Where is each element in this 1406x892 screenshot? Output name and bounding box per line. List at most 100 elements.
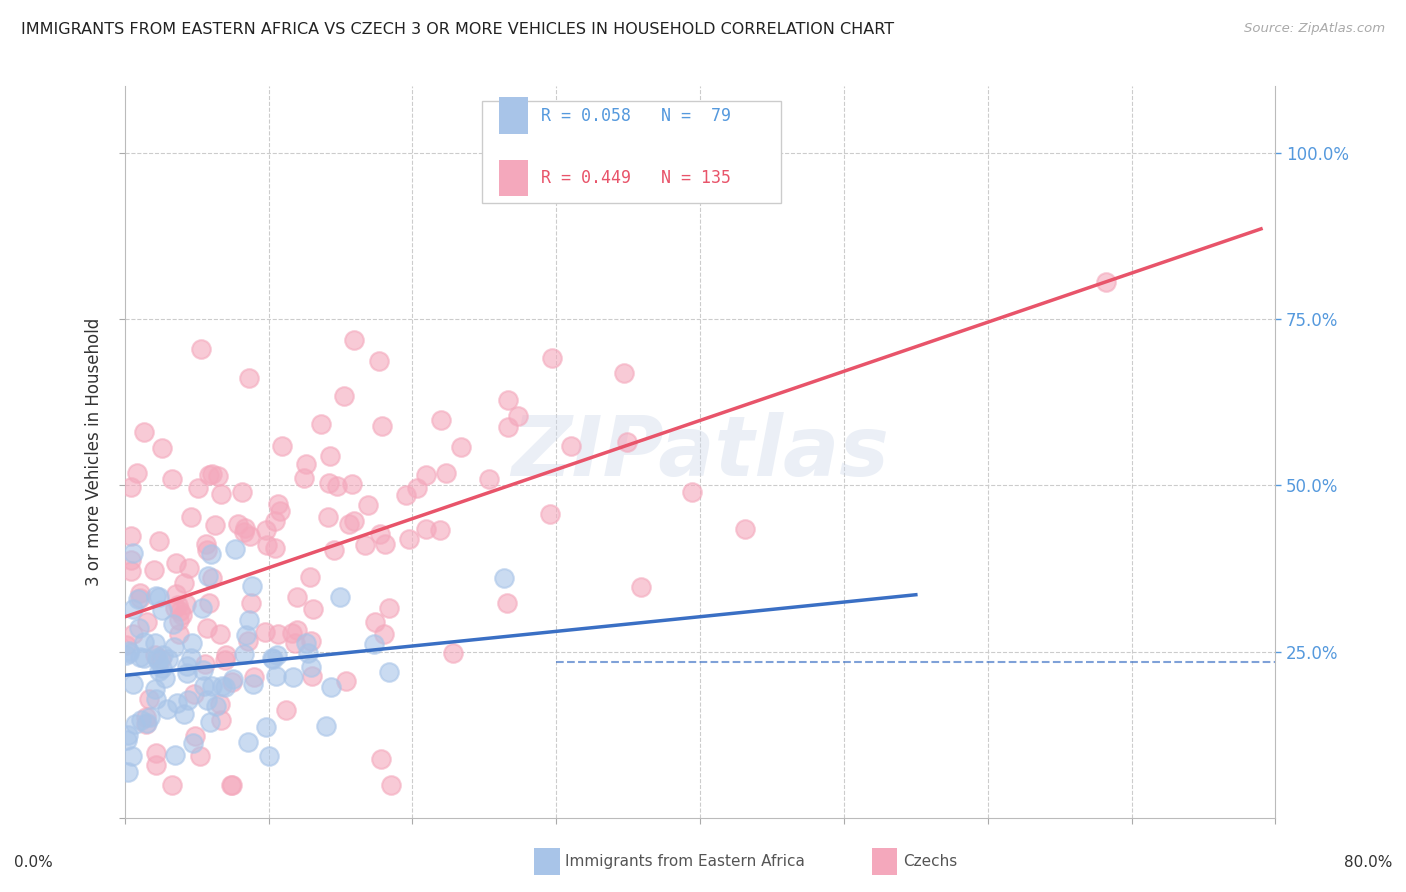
Point [181,736,204,750]
Point [292,471,315,485]
Point [342,334,364,348]
Point [211,679,233,693]
Point [681,484,703,499]
Point [148,534,170,549]
Point [478,472,501,486]
Point [354,538,377,552]
Point [318,476,340,491]
Point [266,497,288,511]
Point [129,586,152,600]
Point [198,715,221,730]
Point [146,653,169,667]
Point [135,716,157,731]
Point [264,541,287,555]
Point [120,479,142,493]
Point [371,419,394,434]
Point [165,748,187,763]
Point [231,485,253,500]
Point [115,733,138,747]
Point [195,542,218,557]
Text: R = 0.449   N = 135: R = 0.449 N = 135 [541,169,731,186]
Point [321,680,343,694]
Point [240,579,263,593]
Point [429,523,451,537]
Point [208,697,231,711]
Point [398,532,420,546]
Point [195,620,218,634]
Point [259,748,281,763]
Point [177,561,200,575]
Point [183,687,205,701]
Point [323,543,346,558]
Point [172,608,194,623]
Point [132,634,155,648]
Point [200,547,222,561]
Point [302,602,325,616]
Point [145,692,167,706]
Point [378,665,401,680]
Point [266,648,288,662]
Point [143,563,166,577]
Point [233,521,256,535]
Point [368,526,391,541]
Point [177,693,200,707]
Point [135,710,157,724]
Point [134,425,156,439]
Point [207,469,229,483]
Point [284,635,307,649]
Point [285,590,308,604]
Text: 0.0%: 0.0% [14,855,53,870]
Point [145,758,167,772]
Point [165,601,187,615]
Point [120,552,142,566]
Point [173,575,195,590]
Point [145,746,167,760]
Point [370,752,392,766]
Point [136,615,159,630]
Point [166,599,188,613]
Point [450,440,472,454]
Point [226,516,249,531]
Point [405,481,427,495]
Point [316,509,339,524]
Point [264,668,287,682]
Point [243,670,266,684]
Point [121,545,143,559]
Point [148,664,170,678]
Point [194,657,217,671]
Point [160,778,183,792]
Point [357,498,380,512]
Point [169,604,191,618]
Point [193,679,215,693]
Point [117,646,139,660]
Point [616,434,638,449]
Point [222,673,245,687]
Point [262,651,284,665]
Point [219,778,242,792]
Point [295,636,318,650]
Point [301,669,323,683]
Point [264,514,287,528]
Point [135,717,157,731]
Point [194,537,217,551]
Point [115,638,138,652]
Point [295,457,318,471]
Point [734,522,756,536]
Point [118,644,141,658]
Point [125,466,148,480]
Point [373,626,395,640]
Point [197,569,219,583]
Point [233,647,256,661]
Point [281,670,304,684]
Point [297,646,319,660]
Point [167,626,190,640]
Point [204,699,226,714]
Text: Immigrants from Eastern Africa: Immigrants from Eastern Africa [565,855,806,869]
Point [150,661,173,675]
Point [309,417,332,431]
Point [395,488,418,502]
Point [122,602,145,616]
Point [209,627,232,641]
Point [242,677,264,691]
Text: Source: ZipAtlas.com: Source: ZipAtlas.com [1244,22,1385,36]
